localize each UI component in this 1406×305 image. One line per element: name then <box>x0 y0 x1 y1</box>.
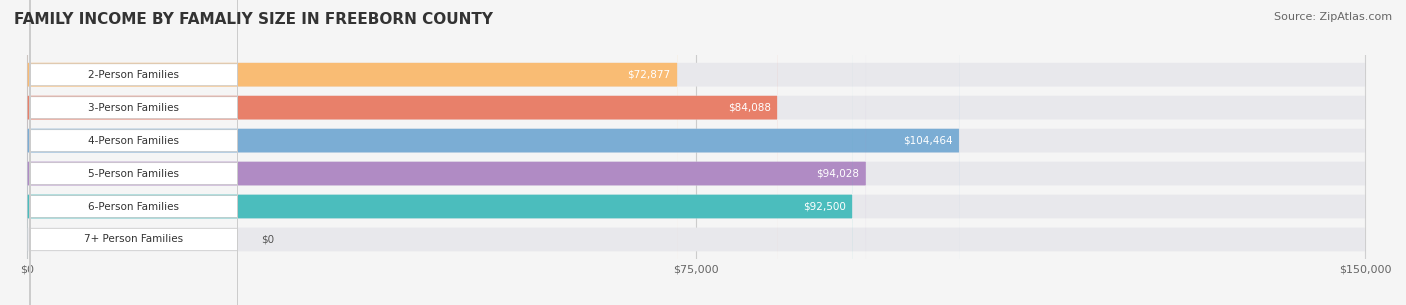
Text: Source: ZipAtlas.com: Source: ZipAtlas.com <box>1274 12 1392 22</box>
FancyBboxPatch shape <box>28 0 852 305</box>
FancyBboxPatch shape <box>28 0 866 305</box>
Text: 3-Person Families: 3-Person Families <box>89 103 180 113</box>
Text: $94,028: $94,028 <box>817 169 859 178</box>
FancyBboxPatch shape <box>30 0 238 305</box>
Text: 2-Person Families: 2-Person Families <box>89 70 180 80</box>
Text: $84,088: $84,088 <box>728 103 770 113</box>
FancyBboxPatch shape <box>28 0 678 305</box>
Text: 5-Person Families: 5-Person Families <box>89 169 180 178</box>
FancyBboxPatch shape <box>30 0 238 305</box>
Text: 6-Person Families: 6-Person Families <box>89 202 180 211</box>
Text: FAMILY INCOME BY FAMALIY SIZE IN FREEBORN COUNTY: FAMILY INCOME BY FAMALIY SIZE IN FREEBOR… <box>14 12 494 27</box>
FancyBboxPatch shape <box>30 0 238 305</box>
Text: $92,500: $92,500 <box>803 202 845 211</box>
FancyBboxPatch shape <box>28 0 1365 305</box>
Text: 7+ Person Families: 7+ Person Families <box>84 235 183 245</box>
FancyBboxPatch shape <box>28 0 1365 305</box>
Text: $104,464: $104,464 <box>903 136 952 145</box>
FancyBboxPatch shape <box>30 0 238 305</box>
FancyBboxPatch shape <box>28 0 959 305</box>
FancyBboxPatch shape <box>28 0 1365 305</box>
FancyBboxPatch shape <box>28 0 1365 305</box>
Text: $0: $0 <box>262 235 274 245</box>
FancyBboxPatch shape <box>30 0 238 305</box>
FancyBboxPatch shape <box>28 0 1365 305</box>
Text: 4-Person Families: 4-Person Families <box>89 136 180 145</box>
FancyBboxPatch shape <box>28 0 778 305</box>
FancyBboxPatch shape <box>30 0 238 305</box>
Text: $72,877: $72,877 <box>627 70 671 80</box>
FancyBboxPatch shape <box>28 0 1365 305</box>
